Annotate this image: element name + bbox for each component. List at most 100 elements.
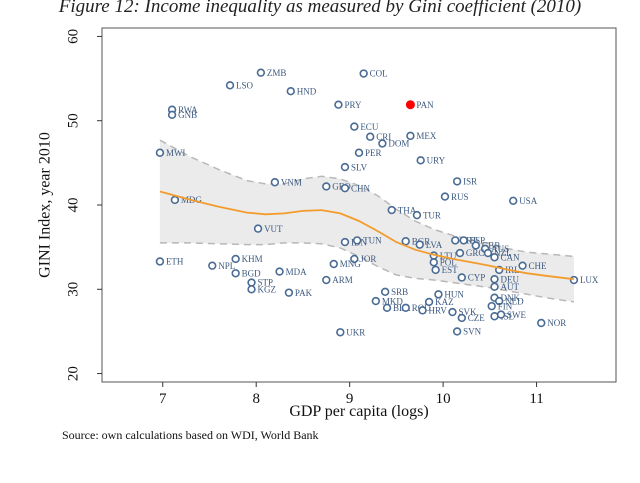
point-label: GNB — [178, 110, 197, 120]
point-marker — [350, 254, 359, 264]
point-marker — [336, 328, 345, 337]
data-point-cze: CZE — [457, 313, 486, 323]
point-marker — [424, 297, 434, 307]
point-label: USA — [519, 196, 538, 206]
data-point-aut: AUT — [490, 282, 520, 292]
data-point-jor: JOR — [350, 254, 376, 264]
band-upper-edge — [159, 139, 574, 258]
point-marker — [569, 275, 579, 285]
point-label: DOM — [388, 139, 409, 149]
point-label: GRC — [466, 248, 485, 258]
point-label: ESP — [470, 236, 486, 246]
point-label: PAK — [295, 288, 313, 298]
data-point-lva: LVA — [415, 240, 443, 250]
point-label: NLD — [505, 296, 524, 306]
point-label: ISR — [463, 177, 477, 187]
point-label: VNM — [281, 177, 302, 187]
point-marker — [440, 192, 450, 201]
point-marker — [457, 313, 466, 323]
point-marker — [340, 237, 350, 247]
data-point-vnm: VNM — [270, 177, 302, 187]
point-label: URY — [427, 156, 446, 166]
x-tick-label: 9 — [346, 391, 354, 407]
data-point-tha: THA — [387, 205, 417, 215]
point-label: AUT — [501, 282, 520, 292]
data-point-slv: SLV — [340, 162, 368, 172]
data-point-hnd: HND — [286, 86, 317, 96]
point-label: FIN — [498, 301, 513, 311]
point-marker — [457, 273, 466, 282]
data-point-mex: MEX — [406, 131, 437, 141]
data-point-cri: CRI — [366, 132, 391, 142]
point-label: ECU — [360, 122, 379, 132]
point-label: ISL — [501, 311, 515, 321]
data-point-zmb: ZMB — [256, 68, 286, 78]
point-marker — [483, 248, 493, 258]
data-point-vut: VUT — [253, 224, 283, 234]
data-point-eth: ETH — [155, 257, 184, 267]
data-point-pak: PAK — [284, 288, 313, 298]
x-tick-label: 7 — [159, 391, 167, 407]
data-point-dom: DOM — [378, 139, 409, 149]
data-point-swe: SWE — [496, 310, 527, 320]
point-label: LSO — [236, 81, 254, 91]
data-point-pol: POL — [429, 258, 457, 268]
point-label: KAZ — [435, 297, 454, 307]
point-label: KHM — [242, 254, 263, 264]
point-label: ARM — [332, 275, 353, 285]
data-point-arm: ARM — [322, 275, 353, 285]
point-marker — [253, 224, 263, 233]
point-label: RUS — [451, 192, 469, 202]
point-label: STP — [258, 278, 274, 288]
point-marker — [359, 69, 368, 78]
point-label: SVK — [458, 307, 477, 317]
point-marker — [418, 306, 427, 315]
data-point-can: CAN — [490, 252, 520, 262]
point-marker — [247, 278, 256, 287]
data-point-chn: CHN — [340, 183, 370, 193]
point-label: ETH — [166, 257, 184, 267]
data-point-mng: MNG — [329, 259, 362, 269]
point-marker — [387, 205, 396, 215]
point-label: CZE — [468, 313, 486, 323]
point-marker — [518, 261, 527, 270]
point-label: LUX — [580, 275, 599, 285]
point-label: PAN — [416, 100, 434, 110]
point-marker — [429, 258, 438, 267]
point-label: CRI — [376, 132, 391, 142]
point-label: EST — [442, 265, 459, 275]
point-label: PER — [365, 148, 382, 158]
point-label: MDA — [286, 267, 308, 277]
point-marker — [416, 156, 425, 165]
point-label: DEU — [501, 274, 520, 284]
y-tick-label: 40 — [65, 198, 81, 213]
point-marker — [247, 285, 256, 294]
point-label: RWA — [178, 105, 198, 115]
point-label: UKR — [346, 327, 365, 337]
point-marker — [401, 303, 410, 313]
fit-line — [159, 190, 575, 281]
data-point-lso: LSO — [225, 81, 254, 91]
point-marker — [231, 254, 240, 264]
point-marker — [431, 265, 440, 275]
point-label: SWE — [507, 310, 527, 320]
data-point-mkd: MKD — [371, 296, 404, 306]
point-marker — [448, 307, 457, 317]
point-marker — [490, 274, 499, 284]
data-point-nzl: NZL — [483, 248, 511, 258]
band-lower-edge — [159, 242, 575, 303]
point-label: SLV — [351, 162, 368, 172]
data-point-npl: NPL — [208, 261, 235, 271]
point-label: MKD — [382, 296, 404, 306]
data-point-fin: FIN — [487, 301, 513, 311]
point-label: HUN — [444, 290, 464, 300]
data-point-col: COL — [359, 69, 388, 79]
data-point-ecu: ECU — [350, 122, 379, 132]
point-marker — [155, 148, 165, 157]
data-point-per: PER — [354, 148, 382, 158]
data-point-mda: MDA — [275, 267, 308, 277]
point-label: VUT — [264, 224, 283, 234]
point-label: COL — [370, 69, 388, 79]
x-axis-label: GDP per capita (logs) — [289, 403, 428, 420]
point-label: MNG — [340, 259, 362, 269]
